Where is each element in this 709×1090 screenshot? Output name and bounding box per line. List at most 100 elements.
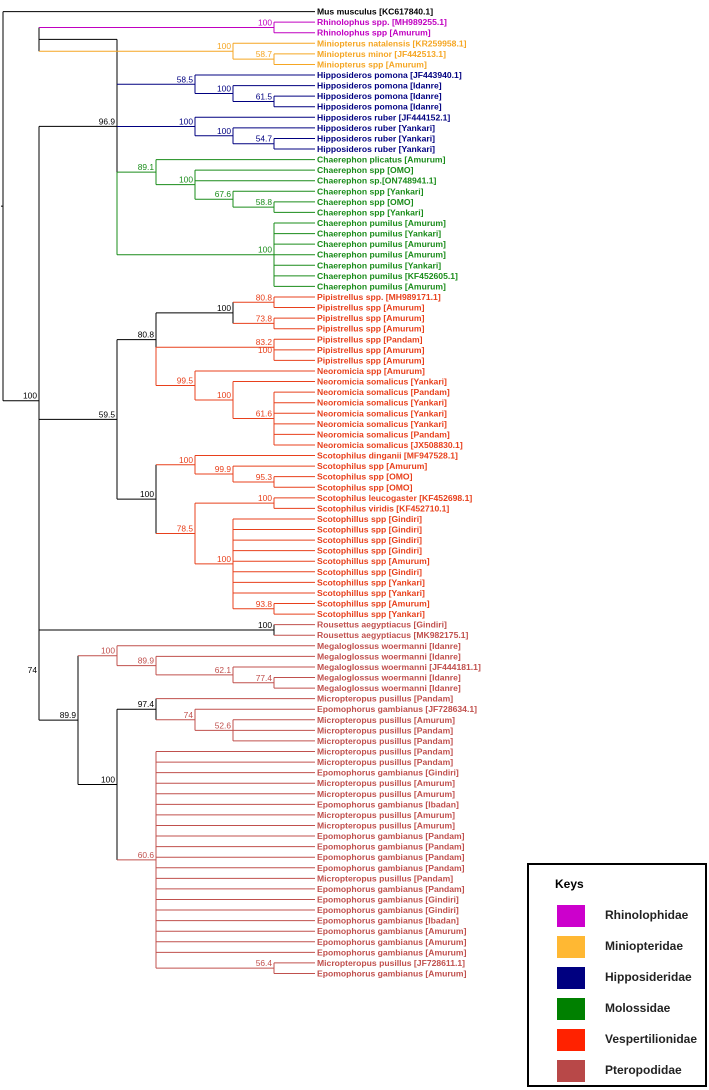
- taxon-label: Pipistrellus spp [Pandam]: [317, 334, 423, 344]
- taxon-label: Hipposideros ruber [JF444152.1]: [317, 112, 450, 122]
- bootstrap-label: 100: [179, 117, 193, 127]
- taxon-label: Hipposideros ruber [Yankari]: [317, 144, 435, 154]
- taxon-label: Epomophorus gambianus [Amurum]: [317, 926, 467, 936]
- taxon-label: Epomophorus gambianus [Gindiri]: [317, 905, 459, 915]
- taxon-label: Scotophillus spp [Yankari]: [317, 588, 425, 598]
- taxon-label: Scotophilus viridis [KF452710.1]: [317, 503, 449, 513]
- bootstrap-label: 58.7: [256, 49, 273, 59]
- taxon-label: Neoromicia somalicus [Yankari]: [317, 377, 447, 387]
- bootstrap-label: 83.2: [256, 337, 273, 347]
- bootstrap-label: 100: [217, 41, 231, 51]
- legend-label-miniopteridae: Miniopteridae: [605, 939, 684, 953]
- bootstrap-label: 78.5: [177, 523, 194, 533]
- taxon-label: Micropteropus pusillus [Pandam]: [317, 747, 453, 757]
- taxon-label: Miniopterus spp [Amurum]: [317, 59, 427, 69]
- bootstrap-label: 60.6: [138, 850, 155, 860]
- taxon-label: Epomophorus gambianus [Amurum]: [317, 968, 467, 978]
- taxon-label: Micropteropus pusillus [Amurum]: [317, 778, 455, 788]
- taxon-label: Rhinolophus spp [Amurum]: [317, 28, 431, 38]
- legend-swatch-molossidae: [557, 998, 585, 1020]
- taxon-label: Rousettus aegyptiacus [MK982175.1]: [317, 630, 469, 640]
- taxon-label: Scotophilus spp [OMO]: [317, 482, 413, 492]
- taxon-label: Chaerephon spp [OMO]: [317, 197, 414, 207]
- bootstrap-label: 80.8: [256, 292, 273, 302]
- taxon-label: Micropteropus pusillus [Pandam]: [317, 873, 453, 883]
- bootstrap-label: 77.4: [256, 673, 273, 683]
- taxon-label: Rhinolophus spp. [MH989255.1]: [317, 17, 447, 27]
- bootstrap-label: 61.6: [256, 409, 273, 419]
- taxon-label: Scotophillus spp [Amurum]: [317, 599, 430, 609]
- taxon-label: Megaloglossus woermanni [Idanre]: [317, 641, 461, 651]
- bootstrap-label: 100: [101, 775, 115, 785]
- legend-swatch-hipposideridae: [557, 967, 585, 989]
- taxon-label: Neoromicia spp [Amurum]: [317, 366, 425, 376]
- bootstrap-label: 100: [179, 455, 193, 465]
- bootstrap-label: 61.5: [256, 91, 273, 101]
- bootstrap-label: 52.6: [215, 720, 232, 730]
- bootstrap-label: 100: [217, 84, 231, 94]
- taxon-label: Neoromicia somalicus [Pandam]: [317, 387, 450, 397]
- taxon-label: Hipposideros ruber [Yankari]: [317, 133, 435, 143]
- taxon-label: Micropteropus pusillus [JF728611.1]: [317, 958, 465, 968]
- legend-swatch-miniopteridae: [557, 936, 585, 958]
- taxon-label: Chaerephon pumilus [Amurum]: [317, 218, 446, 228]
- taxon-label: Scotophillus spp [Gindiri]: [317, 525, 422, 535]
- taxon-label: Chaerephon spp [Yankari]: [317, 186, 424, 196]
- bootstrap-label: 59.5: [99, 409, 116, 419]
- taxon-label: Scotophillus spp [Gindiri]: [317, 535, 422, 545]
- legend-swatch-pteropodidae: [557, 1060, 585, 1082]
- taxon-label: Megaloglossus woermanni [Idanre]: [317, 683, 461, 693]
- taxon-label: Micropteropus pusillus [Amurum]: [317, 820, 455, 830]
- bootstrap-label: 89.1: [138, 162, 155, 172]
- taxon-label: Hipposideros pomona [Idanre]: [317, 91, 442, 101]
- taxon-label: Scotophilus spp [Amurum]: [317, 461, 427, 471]
- bootstrap-label: 100: [217, 303, 231, 313]
- legend-item-molossidae: Molossidae: [529, 994, 705, 1024]
- bootstrap-label: 100: [258, 620, 272, 630]
- taxon-label: Epomophorus gambianus [Pandam]: [317, 831, 465, 841]
- taxon-label: Pipistrellus spp [Amurum]: [317, 345, 425, 355]
- taxon-label: Scotophilus spp [OMO]: [317, 472, 413, 482]
- bootstrap-label: 100: [179, 175, 193, 185]
- bootstrap-label: 89.9: [138, 656, 155, 666]
- taxon-label: Chaerephon pumilus [Amurum]: [317, 281, 446, 291]
- bootstrap-label: 67.6: [215, 189, 232, 199]
- taxon-label: Micropteropus pusillus [Pandam]: [317, 725, 453, 735]
- taxon-label: Scotophillus spp [Amurum]: [317, 556, 430, 566]
- taxon-label: Scotophillus spp [Gindiri]: [317, 514, 422, 524]
- taxon-label: Rousettus aegyptiacus [Gindiri]: [317, 620, 447, 630]
- taxon-label: Micropteropus pusillus [Pandam]: [317, 757, 453, 767]
- taxon-label: Epomophorus gambianus [Ibadan]: [317, 916, 459, 926]
- bootstrap-label: 74: [28, 665, 38, 675]
- legend-label-molossidae: Molossidae: [605, 1001, 671, 1015]
- bootstrap-label: 96.9: [99, 116, 116, 126]
- taxon-label: Epomophorus gambianus [Pandam]: [317, 842, 465, 852]
- taxon-label: Epomophorus gambianus [Amurum]: [317, 947, 467, 957]
- taxon-label: Chaerephon pumilus [Amurum]: [317, 239, 446, 249]
- taxon-label: Epomophorus gambianus [Pandam]: [317, 884, 465, 894]
- taxon-label: Miniopterus natalensis [KR259958.1]: [317, 38, 467, 48]
- bootstrap-label: 100: [217, 554, 231, 564]
- taxon-label: Neoromicia somalicus [Yankari]: [317, 419, 447, 429]
- bootstrap-label: 100: [217, 126, 231, 136]
- bootstrap-label: 100: [258, 345, 272, 355]
- taxon-label: Hipposideros pomona [Idanre]: [317, 81, 442, 91]
- legend-item-miniopteridae: Miniopteridae: [529, 932, 705, 962]
- taxon-label: Hipposideros ruber [Yankari]: [317, 123, 435, 133]
- taxon-label: Neoromicia somalicus [Yankari]: [317, 408, 447, 418]
- bootstrap-label: 100: [217, 390, 231, 400]
- bootstrap-label: 62.1: [215, 665, 232, 675]
- taxon-label: Scotophilus dinganii [MF947528.1]: [317, 451, 458, 461]
- taxon-label: Scotophillus spp [Gindiri]: [317, 567, 422, 577]
- bootstrap-label: 93.8: [256, 599, 273, 609]
- taxon-label: Megaloglossus woermanni [Idanre]: [317, 651, 461, 661]
- bootstrap-label: 100: [23, 391, 37, 401]
- bootstrap-label: 100: [140, 489, 154, 499]
- bootstrap-label: 73.8: [256, 313, 273, 323]
- legend-label-hipposideridae: Hipposideridae: [605, 970, 692, 984]
- taxon-label: Chaerephon plicatus [Amurum]: [317, 155, 446, 165]
- bootstrap-label: 95.3: [256, 472, 273, 482]
- bootstrap-label: 100: [258, 17, 272, 27]
- bootstrap-label: 99.9: [215, 464, 232, 474]
